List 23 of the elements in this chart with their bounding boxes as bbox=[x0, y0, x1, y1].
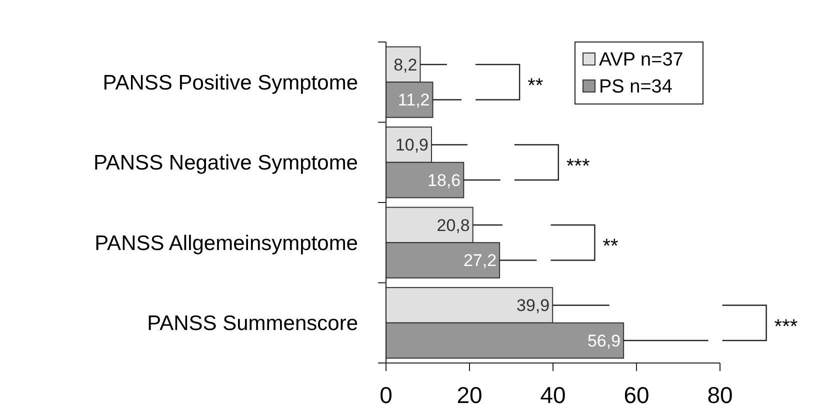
y-tick-label: PANSS Summenscore bbox=[147, 312, 358, 336]
annotation: *** bbox=[566, 155, 590, 178]
data-label: 39,9 bbox=[516, 296, 550, 316]
x-tick-label: 20 bbox=[456, 382, 482, 408]
annotation: ** bbox=[528, 75, 544, 98]
x-tick-label: 80 bbox=[707, 382, 733, 408]
data-label: 8,2 bbox=[394, 55, 418, 74]
legend-label: AVP n=37 bbox=[599, 50, 684, 71]
y-tick-label: PANSS Allgemeinsymptome bbox=[94, 232, 358, 255]
x-tick-label: 0 bbox=[380, 382, 392, 408]
x-tick-label: 40 bbox=[540, 382, 566, 408]
data-label: 20,8 bbox=[436, 216, 470, 235]
text: *** bbox=[774, 316, 798, 338]
legend-label: PS n=34 bbox=[599, 76, 673, 98]
y-tick-label: PANSS Negative Symptome bbox=[93, 152, 358, 175]
y-tick-label: PANSS Positive Symptome bbox=[102, 71, 358, 94]
data-label: 27,2 bbox=[463, 251, 497, 270]
x-tick-label: 60 bbox=[624, 382, 650, 408]
data-label: 10,9 bbox=[395, 136, 429, 155]
data-label: 56,9 bbox=[587, 331, 621, 350]
data-label: 18,6 bbox=[428, 170, 461, 190]
annotation: ** bbox=[602, 236, 618, 258]
data-label: 11,2 bbox=[398, 90, 430, 110]
